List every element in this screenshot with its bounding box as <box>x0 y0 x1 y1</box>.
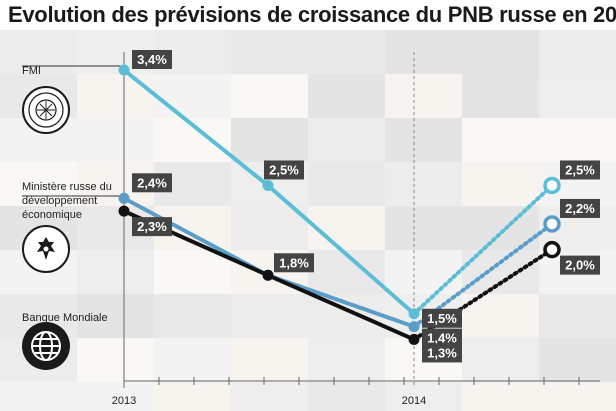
svg-text:1,3%: 1,3% <box>427 345 457 360</box>
svg-text:2,5%: 2,5% <box>269 162 299 177</box>
legend-world-bank-label: Banque Mondiale <box>22 312 108 324</box>
background-tile <box>231 118 308 162</box>
background-tile <box>154 294 231 338</box>
background-tile <box>308 206 385 250</box>
background-tile <box>308 294 385 338</box>
background-tile <box>385 118 462 162</box>
svg-text:1,4%: 1,4% <box>427 331 457 346</box>
background-tile <box>77 250 154 294</box>
x-tick-label: 2014 <box>402 395 426 407</box>
background-tile <box>462 74 539 118</box>
background-tile <box>308 250 385 294</box>
background-tile <box>231 30 308 74</box>
data-point <box>408 321 420 333</box>
data-label: 1,5% <box>422 308 462 328</box>
background-tile <box>0 382 77 411</box>
background-tile <box>462 382 539 411</box>
background-tile <box>308 162 385 206</box>
background-tile <box>0 162 77 206</box>
background-tile <box>231 206 308 250</box>
data-point <box>408 333 420 345</box>
background-tile <box>77 382 154 411</box>
data-point <box>262 269 274 281</box>
background-tile <box>231 74 308 118</box>
background-tile <box>385 74 462 118</box>
background-tile <box>462 162 539 206</box>
data-point <box>262 179 274 191</box>
background-tile <box>385 206 462 250</box>
background-tile <box>462 338 539 382</box>
background-tile <box>308 382 385 411</box>
forecast-point <box>543 176 561 195</box>
russian-eagle-icon <box>22 225 70 273</box>
imf-seal-icon <box>22 86 70 134</box>
globe-icon <box>22 322 70 370</box>
data-label: 1,3% <box>422 343 462 363</box>
background-tile <box>77 74 154 118</box>
background-tile <box>539 382 616 411</box>
background-tile <box>462 30 539 74</box>
data-label: 1,4% <box>422 328 462 348</box>
x-tick-label: 2013 <box>112 395 136 407</box>
data-point <box>118 64 130 76</box>
series-forecast-line <box>412 183 554 316</box>
legend-imf-label: FMI <box>22 65 41 77</box>
svg-text:2,0%: 2,0% <box>565 258 595 273</box>
background-tile <box>462 118 539 162</box>
data-label: 2,3% <box>132 217 172 237</box>
background-tile <box>231 338 308 382</box>
data-label: 2,5% <box>264 160 304 180</box>
background-tile <box>154 250 231 294</box>
data-point <box>408 308 420 320</box>
data-label: 3,4% <box>132 50 172 69</box>
background-tile <box>385 382 462 411</box>
data-label: 2,2% <box>560 198 600 218</box>
background-tile <box>385 250 462 294</box>
background-tile <box>154 338 231 382</box>
data-label: 1,8% <box>274 253 314 273</box>
forecast-point <box>543 240 561 259</box>
svg-text:1,5%: 1,5% <box>427 311 457 326</box>
data-point <box>118 205 130 217</box>
background-tile <box>231 382 308 411</box>
background-tile <box>154 382 231 411</box>
background-tile <box>539 118 616 162</box>
background-tile <box>77 294 154 338</box>
background-tile <box>539 30 616 74</box>
background-tile <box>385 162 462 206</box>
legend-ministry-label: Ministère russe du développement économi… <box>22 181 112 221</box>
background-tile <box>77 118 154 162</box>
data-label: 2,4% <box>132 173 172 193</box>
background-tile <box>539 338 616 382</box>
background-tile <box>385 30 462 74</box>
data-label: 2,5% <box>560 160 600 180</box>
background-tile <box>539 294 616 338</box>
svg-text:2,4%: 2,4% <box>137 175 167 190</box>
data-point <box>118 192 130 204</box>
svg-text:3,4%: 3,4% <box>137 52 167 67</box>
background-tile <box>77 338 154 382</box>
background-tile <box>308 30 385 74</box>
svg-text:2,5%: 2,5% <box>565 162 595 177</box>
background-tile <box>308 338 385 382</box>
forecast-point <box>543 215 561 233</box>
background-tile <box>231 294 308 338</box>
background-tile <box>308 74 385 118</box>
background-tile <box>0 30 77 74</box>
background-tile <box>539 74 616 118</box>
background-tile <box>308 118 385 162</box>
data-label: 2,0% <box>560 255 600 275</box>
background-tile <box>154 74 231 118</box>
chart-title: Evolution des prévisions de croissance d… <box>8 2 616 27</box>
svg-text:2,3%: 2,3% <box>137 219 167 234</box>
svg-text:1,8%: 1,8% <box>279 255 309 270</box>
svg-text:2,2%: 2,2% <box>565 201 595 216</box>
